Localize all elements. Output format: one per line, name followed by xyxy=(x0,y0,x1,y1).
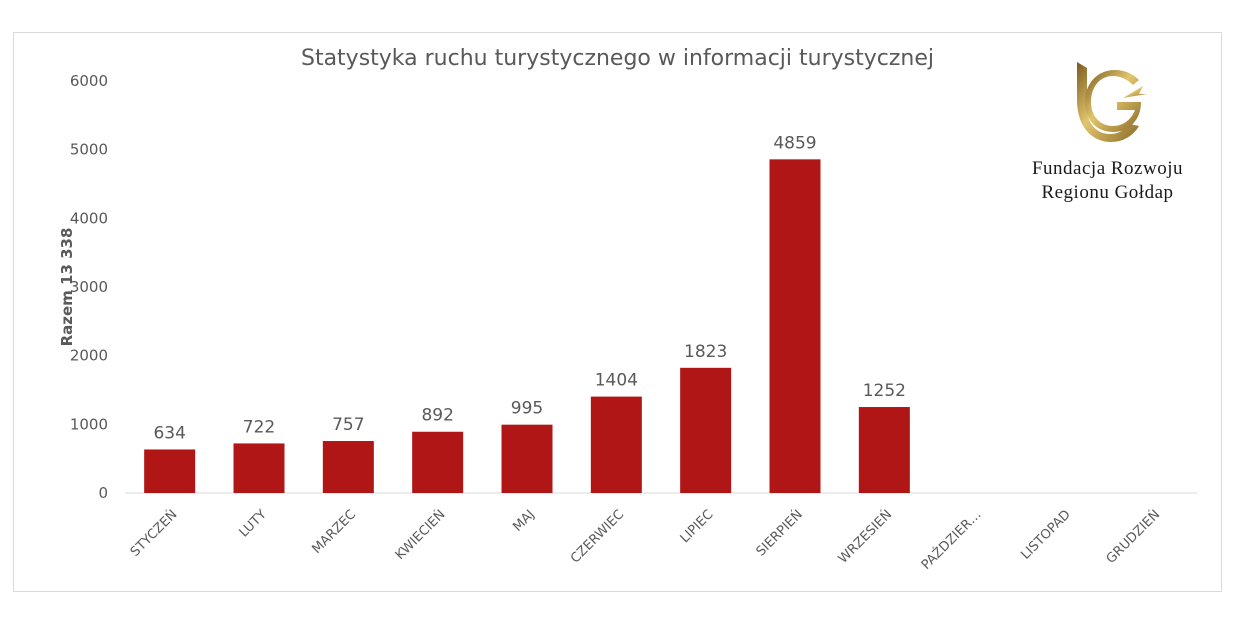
data-label: 1404 xyxy=(595,371,638,391)
bar xyxy=(680,367,732,493)
x-tick-label: KWIECIEŃ xyxy=(392,507,448,563)
bar xyxy=(144,449,196,493)
y-tick-label: 4000 xyxy=(70,209,108,227)
chart-title: Statystyka ruchu turystycznego w informa… xyxy=(300,46,934,71)
x-tick-label: MAJ xyxy=(510,507,538,535)
y-tick-label: 2000 xyxy=(70,347,108,365)
data-label: 4859 xyxy=(773,133,816,153)
y-tick-label: 3000 xyxy=(70,278,108,296)
x-tick-label: GRUDZIEŃ xyxy=(1103,507,1163,567)
data-label: 634 xyxy=(153,423,185,443)
bar xyxy=(233,443,285,493)
logo-text-line1: Fundacja Rozwoju xyxy=(1031,158,1183,179)
x-tick-label: CZERWIEC xyxy=(568,507,627,566)
data-label: 1823 xyxy=(684,342,727,362)
y-tick-label: 1000 xyxy=(70,415,108,433)
chart-frame xyxy=(13,32,1222,592)
bar xyxy=(412,431,464,493)
x-tick-label: LISTOPAD xyxy=(1018,507,1073,562)
bar xyxy=(769,159,821,493)
x-tick-label: LUTY xyxy=(237,507,270,540)
data-label: 1252 xyxy=(863,381,906,401)
y-tick-label: 5000 xyxy=(70,141,108,159)
bar xyxy=(501,424,553,493)
data-label: 892 xyxy=(421,406,453,426)
bar xyxy=(590,396,642,493)
data-label: 995 xyxy=(511,399,543,419)
y-tick-label: 6000 xyxy=(70,72,108,90)
x-tick-label: MARZEC xyxy=(309,507,359,557)
x-tick-label: STYCZEŃ xyxy=(127,507,180,560)
foundation-logo-icon xyxy=(1077,62,1147,142)
data-label: 722 xyxy=(243,417,275,437)
x-tick-label: SIERPIEŃ xyxy=(753,507,806,560)
bar xyxy=(322,441,374,493)
x-tick-label: PAŹDZIER… xyxy=(918,507,984,573)
x-tick-label: WRZESIEŃ xyxy=(835,507,895,567)
x-tick-label: LIPIEC xyxy=(678,507,717,546)
y-tick-label: 0 xyxy=(98,484,108,502)
bar xyxy=(858,407,910,493)
logo-text-line2: Regionu Gołdap xyxy=(1041,182,1174,203)
data-label: 757 xyxy=(332,415,364,435)
